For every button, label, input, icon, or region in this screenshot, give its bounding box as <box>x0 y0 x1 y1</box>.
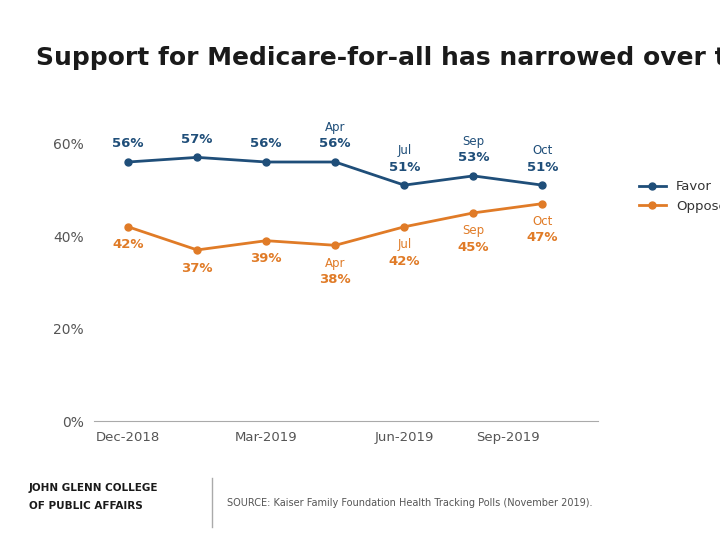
Text: Oct: Oct <box>532 215 552 228</box>
Legend: Favor, Oppose: Favor, Oppose <box>634 175 720 218</box>
Text: Jul: Jul <box>397 144 411 157</box>
Text: 56%: 56% <box>251 137 282 151</box>
Text: 38%: 38% <box>320 273 351 286</box>
Text: Support for Medicare-for-all has narrowed over time: Support for Medicare-for-all has narrowe… <box>36 46 720 70</box>
Text: 57%: 57% <box>181 133 213 146</box>
Text: 45%: 45% <box>458 241 489 254</box>
Text: Jul: Jul <box>397 238 411 252</box>
Text: Sep: Sep <box>462 225 485 238</box>
Text: 51%: 51% <box>389 160 420 173</box>
Text: 56%: 56% <box>320 137 351 151</box>
Text: 47%: 47% <box>526 232 558 245</box>
Text: 42%: 42% <box>112 238 144 252</box>
Text: OF PUBLIC AFFAIRS: OF PUBLIC AFFAIRS <box>29 501 143 511</box>
Text: 42%: 42% <box>389 254 420 268</box>
Text: Sep: Sep <box>462 135 485 148</box>
Text: Apr: Apr <box>325 257 346 270</box>
Text: 37%: 37% <box>181 261 213 274</box>
Text: Oct: Oct <box>532 144 552 157</box>
Text: JOHN GLENN COLLEGE: JOHN GLENN COLLEGE <box>29 483 158 494</box>
Text: SOURCE: Kaiser Family Foundation Health Tracking Polls (November 2019).: SOURCE: Kaiser Family Foundation Health … <box>227 498 593 508</box>
Text: 39%: 39% <box>251 252 282 265</box>
Text: 53%: 53% <box>458 151 489 164</box>
Text: 56%: 56% <box>112 137 144 151</box>
Text: Apr: Apr <box>325 121 346 134</box>
Text: 51%: 51% <box>526 160 558 173</box>
